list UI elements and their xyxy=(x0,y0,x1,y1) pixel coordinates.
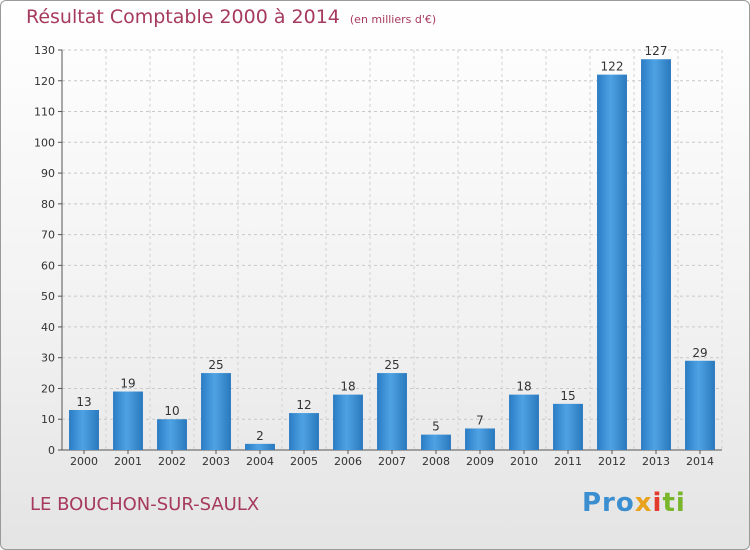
x-tick-label-2001: 2001 xyxy=(114,455,142,468)
bar-2001 xyxy=(113,391,143,450)
y-tick-label: 30 xyxy=(41,352,55,365)
x-tick-label-2011: 2011 xyxy=(554,455,582,468)
y-tick-label: 90 xyxy=(41,167,55,180)
place-name: LE BOUCHON-SUR-SAULX xyxy=(30,494,260,515)
bar-layer xyxy=(69,59,715,450)
data-label-2002: 10 xyxy=(164,404,179,418)
y-tick-label: 60 xyxy=(41,259,55,272)
bar-2003 xyxy=(201,373,231,450)
label-layer: 13 2000 19 2001 10 2002 25 2003 2 2004 12 2005 18 200… xyxy=(70,44,714,468)
y-tick-label: 100 xyxy=(34,136,55,149)
bar-2011 xyxy=(553,403,583,450)
data-label-2001: 19 xyxy=(120,377,135,391)
bar-2004 xyxy=(245,443,275,450)
y-tick-label: 0 xyxy=(48,444,55,457)
data-label-2011: 15 xyxy=(560,389,575,403)
y-tick-label: 130 xyxy=(34,44,55,57)
x-tick-label-2014: 2014 xyxy=(686,455,714,468)
data-label-2005: 12 xyxy=(296,398,311,412)
y-tick-label: 70 xyxy=(41,229,55,242)
data-label-2010: 18 xyxy=(516,380,531,394)
bar-2012 xyxy=(597,74,627,450)
data-label-2006: 18 xyxy=(340,380,355,394)
x-tick-label-2004: 2004 xyxy=(246,455,274,468)
bar-2000 xyxy=(69,410,99,450)
x-tick-label-2013: 2013 xyxy=(642,455,670,468)
x-tick-label-2008: 2008 xyxy=(422,455,450,468)
y-tick-label: 50 xyxy=(41,290,55,303)
data-label-2013: 127 xyxy=(645,44,668,58)
chart-title: Résultat Comptable 2000 à 2014 (en millie… xyxy=(26,6,436,28)
data-label-2007: 25 xyxy=(384,358,399,372)
data-label-2004: 2 xyxy=(256,429,264,443)
chart-subtitle: (en milliers d'€) xyxy=(349,13,437,26)
bar-2014 xyxy=(685,360,715,450)
x-tick-label-2005: 2005 xyxy=(290,455,318,468)
bar-2002 xyxy=(157,419,187,450)
y-tick-label: 10 xyxy=(41,413,55,426)
x-tick-label-2009: 2009 xyxy=(466,455,494,468)
data-label-2014: 29 xyxy=(692,346,707,360)
bar-2008 xyxy=(421,434,451,450)
bar-2006 xyxy=(333,394,363,450)
y-tick-label: 80 xyxy=(41,198,55,211)
bar-2013 xyxy=(641,59,671,450)
y-tick-label: 40 xyxy=(41,321,55,334)
x-tick-label-2007: 2007 xyxy=(378,455,406,468)
logo-part-3: i xyxy=(652,488,663,518)
x-tick-label-2000: 2000 xyxy=(70,455,98,468)
bar-2005 xyxy=(289,413,319,450)
y-tick-label: 20 xyxy=(41,382,55,395)
data-label-2009: 7 xyxy=(476,413,484,427)
x-tick-label-2010: 2010 xyxy=(510,455,538,468)
bar-2007 xyxy=(377,373,407,450)
chart-title-text: Résultat Comptable 2000 à 2014 xyxy=(26,6,340,28)
data-label-2003: 25 xyxy=(208,358,223,372)
proxiti-logo: Proxiti xyxy=(582,488,686,518)
data-label-2012: 122 xyxy=(601,60,624,74)
x-tick-label-2003: 2003 xyxy=(202,455,230,468)
y-tick-label: 120 xyxy=(34,75,55,88)
logo-part-2: x xyxy=(634,488,653,518)
x-tick-label-2012: 2012 xyxy=(598,455,626,468)
x-tick-label-2002: 2002 xyxy=(158,455,186,468)
x-tick-label-2006: 2006 xyxy=(334,455,362,468)
data-label-2008: 5 xyxy=(432,420,440,434)
bar-2009 xyxy=(465,428,495,450)
logo-part-4: ti xyxy=(662,488,686,518)
bar-2010 xyxy=(509,394,539,450)
logo-part-1: Pro xyxy=(582,488,635,518)
data-label-2000: 13 xyxy=(76,395,91,409)
y-tick-label: 110 xyxy=(34,106,55,119)
